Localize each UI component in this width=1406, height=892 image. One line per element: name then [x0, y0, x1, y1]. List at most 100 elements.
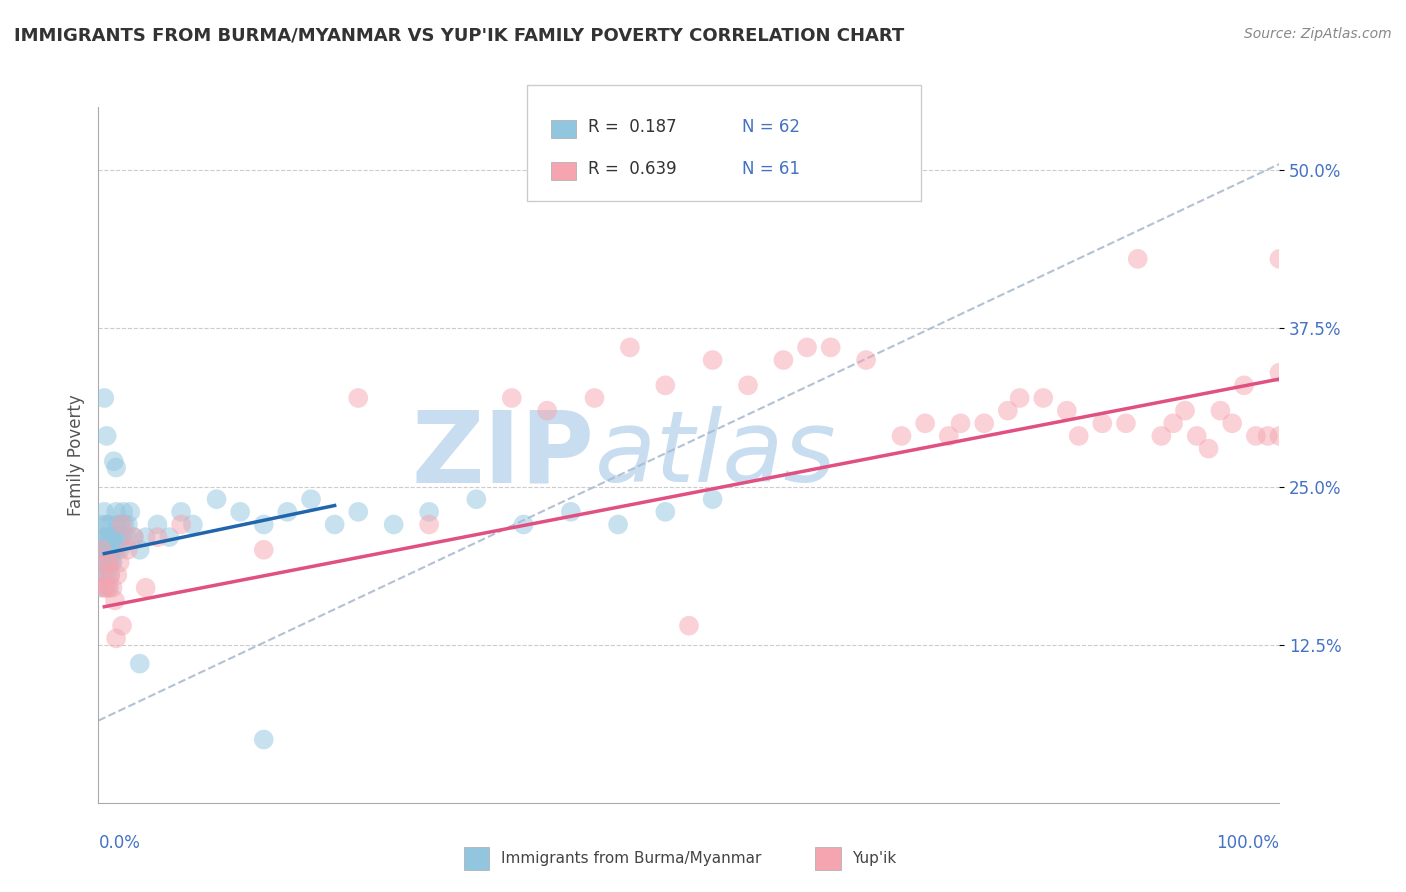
Point [702, 353, 724, 368]
Point [536, 403, 558, 417]
Point [93, 530, 115, 544]
Point [105, 460, 128, 475]
Point [98, 581, 121, 595]
Text: R =  0.639: R = 0.639 [588, 160, 676, 178]
Point [253, 517, 276, 532]
Point [101, 581, 124, 595]
Point [98, 530, 121, 544]
Point [91, 568, 114, 582]
Point [583, 391, 606, 405]
Text: 100.0%: 100.0% [1216, 834, 1279, 852]
Point [560, 505, 582, 519]
Point [115, 530, 138, 544]
Point [299, 492, 322, 507]
Point [229, 505, 252, 519]
Point [101, 556, 124, 570]
Point [100, 556, 122, 570]
Point [96, 429, 118, 443]
Point [1233, 378, 1256, 392]
Point [973, 417, 995, 431]
Point [108, 542, 131, 557]
Point [112, 505, 135, 519]
Point [1268, 429, 1291, 443]
Point [110, 517, 132, 532]
Text: atlas: atlas [595, 407, 837, 503]
Text: IMMIGRANTS FROM BURMA/MYANMAR VS YUP'IK FAMILY POVERTY CORRELATION CHART: IMMIGRANTS FROM BURMA/MYANMAR VS YUP'IK … [14, 27, 904, 45]
Point [181, 517, 204, 532]
Text: Source: ZipAtlas.com: Source: ZipAtlas.com [1244, 27, 1392, 41]
Point [108, 556, 131, 570]
Point [347, 505, 370, 519]
Point [97, 530, 120, 544]
Point [737, 378, 759, 392]
Point [1268, 366, 1291, 380]
Point [103, 454, 125, 468]
Point [107, 530, 129, 544]
Point [122, 530, 145, 544]
Point [1209, 403, 1232, 417]
Point [1257, 429, 1279, 443]
Point [1244, 429, 1267, 443]
Point [122, 530, 145, 544]
Point [1185, 429, 1208, 443]
Point [91, 542, 114, 557]
Point [347, 391, 370, 405]
Point [1115, 417, 1137, 431]
Point [105, 517, 128, 532]
Point [170, 517, 193, 532]
Point [112, 517, 135, 532]
Point [1032, 391, 1054, 405]
Point [96, 556, 118, 570]
Point [855, 353, 877, 368]
Point [96, 517, 118, 532]
Text: N = 62: N = 62 [742, 118, 800, 136]
Point [91, 517, 114, 532]
Point [914, 417, 936, 431]
Point [98, 568, 121, 582]
Point [619, 340, 641, 354]
Point [512, 517, 534, 532]
Point [205, 492, 228, 507]
Text: R =  0.187: R = 0.187 [588, 118, 676, 136]
Point [382, 517, 405, 532]
Point [949, 417, 972, 431]
Point [100, 542, 122, 557]
Point [276, 505, 298, 519]
Point [1056, 403, 1078, 417]
Text: 0.0%: 0.0% [98, 834, 141, 852]
Point [103, 542, 125, 557]
Point [501, 391, 523, 405]
Point [111, 530, 134, 544]
Point [111, 618, 134, 632]
Point [120, 505, 142, 519]
Text: Yup'ik: Yup'ik [852, 851, 896, 866]
Point [702, 492, 724, 507]
Point [105, 505, 128, 519]
Point [678, 618, 700, 632]
Point [91, 542, 114, 557]
Point [418, 505, 440, 519]
Point [654, 378, 676, 392]
Point [97, 556, 120, 570]
Point [890, 429, 912, 443]
Point [607, 517, 630, 532]
Point [101, 530, 124, 544]
Point [170, 505, 193, 519]
Point [157, 530, 180, 544]
Point [1161, 417, 1184, 431]
Point [98, 568, 121, 582]
Y-axis label: Family Poverty: Family Poverty [66, 394, 84, 516]
Point [796, 340, 818, 354]
Point [146, 530, 169, 544]
Point [997, 403, 1019, 417]
Point [253, 732, 276, 747]
Point [253, 542, 276, 557]
Point [1198, 442, 1220, 456]
Point [1174, 403, 1197, 417]
Point [98, 556, 121, 570]
Point [117, 542, 139, 557]
Point [135, 581, 157, 595]
Point [465, 492, 488, 507]
Point [820, 340, 842, 354]
Point [146, 517, 169, 532]
